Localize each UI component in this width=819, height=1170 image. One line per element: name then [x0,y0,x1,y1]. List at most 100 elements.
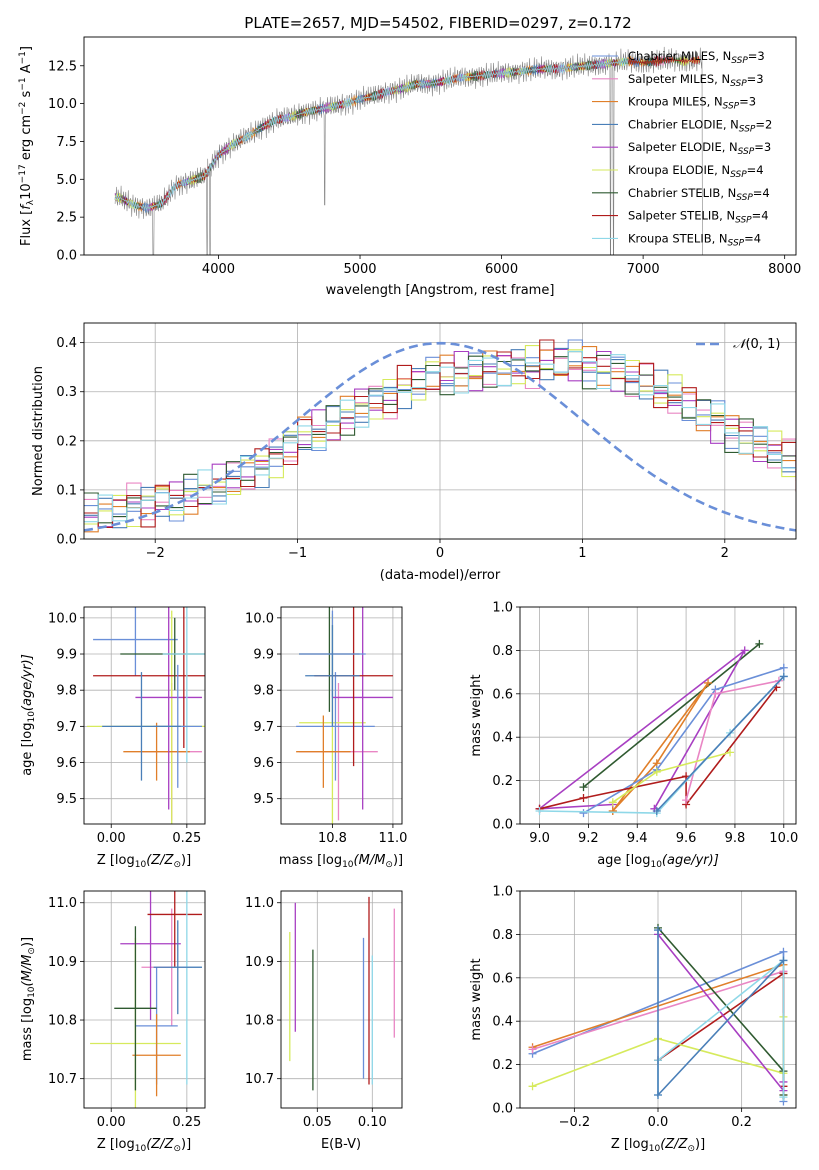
x-axis-label-part: 10 [649,1144,661,1154]
y-tick-label: 0.8 [492,928,513,943]
legend-label-part: Salpeter ELODIE, N [628,140,738,154]
y-tick-label: 7.5 [56,135,77,150]
y-tick-label: 0.0 [492,1102,513,1117]
x-tick-label: 7000 [627,262,660,277]
y-tick-label: 0.0 [56,533,77,548]
weight_vs_Z-series [528,923,788,1106]
y-tick-label: 10.7 [245,1072,274,1087]
y-tick-label: 9.7 [56,720,77,735]
y-axis-label-part: 10 [19,183,34,200]
y-tick-label: 11.0 [48,896,77,911]
y-tick-label: 0.4 [56,336,77,351]
x-axis-label-part: (Z/Z [660,1137,688,1152]
legend-label-part: SSP [738,147,755,157]
x-axis-label: Z [log10(Z/Z⊙)] [611,1137,705,1154]
legend-label-part: SSP [730,79,747,89]
y-tick-label: 9.6 [253,756,274,771]
mass_vs_ebv-series [289,896,395,1091]
y-axis-label-part: −17 [18,164,28,183]
weight_vs_Z-frame [519,890,797,1109]
histogram-step-line [84,350,796,523]
x-axis-label-part: (age/yr)] [662,853,719,868]
x-tick-label: 0.2 [731,1115,752,1130]
y-tick-label: 0.6 [492,687,513,702]
legend-label-part: =3 [754,140,771,154]
y-axis-label-part: 10 [27,711,37,723]
x-tick-label: 0.10 [358,1115,387,1130]
y-axis-label-part: ⊙ [27,947,37,955]
x-tick-label: 2 [721,546,729,561]
x-axis-label-part: (M/M [354,853,386,868]
series-marker [779,947,788,956]
y-tick-label: 10.0 [245,611,274,626]
series-line [656,675,785,812]
series-marker [579,809,588,818]
x-axis-label-part: Z [log [97,1137,135,1152]
legend-label: Kroupa STELIB, NSSP=4 [628,231,761,248]
y-tick-label: 0.4 [492,1015,513,1030]
legend-label-part: Kroupa STELIB, N [628,231,728,245]
y-tick-label: 12.5 [48,59,77,74]
series-marker [528,1082,537,1091]
y-axis-label-part: A [19,64,34,77]
series-marker [608,798,617,807]
x-tick-label: 0.00 [97,831,126,846]
series-marker [654,1090,662,1099]
y-tick-label: 9.7 [253,720,274,735]
y-tick-label: 2.5 [56,211,77,226]
y-tick-label: 0.0 [492,818,513,833]
x-tick-label: 8000 [768,262,801,277]
x-tick-label: 9.4 [627,831,648,846]
y-axis-label-part: )] [20,937,35,947]
age_vs_mass-axes: 10.8 11.0 9.5 9.6 9.7 9.8 9.9 10.0 [245,607,407,846]
x-tick-label: 4000 [202,262,235,277]
spectrum-model-line [114,57,629,211]
y-axis-label-part: mass [log [20,998,35,1061]
legend-label: Salpeter STELIB, NSSP=4 [628,209,769,226]
x-axis-label-part: 10 [135,1144,147,1154]
x-tick-label: 9.8 [725,831,746,846]
legend-label-part: =3 [747,72,764,86]
mass_vs_Z-series [90,891,202,1108]
series-marker [654,926,662,935]
legend-label: Salpeter ELODIE, NSSP=3 [628,140,771,157]
y-tick-label: 0.2 [492,1058,513,1073]
y-axis-label-part: erg cm [19,115,34,164]
mass_vs_Z-frame [83,890,206,1109]
x-axis-label-part: )] [181,1137,191,1152]
legend-label-part: =4 [744,231,761,245]
figure-title: PLATE=2657, MJD=54502, FIBERID=0297, z=0… [244,14,631,32]
y-axis-label: age [log10(age/yr)] [20,654,37,776]
x-axis-label-part: (Z/Z [146,853,174,868]
legend-label: 𝒩(0, 1) [733,337,780,352]
y-tick-label: 9.9 [253,648,274,663]
legend-label-part: =2 [755,117,772,131]
series-marker [535,806,544,815]
legend-label-part: Chabrier ELODIE, N [628,117,739,131]
x-axis-label-part: )] [695,1137,705,1152]
legend-label-part: SSP [728,238,745,248]
y-tick-label: 0.1 [56,483,77,498]
legend-label-part: SSP [739,124,756,134]
x-tick-label: −2 [146,546,165,561]
x-axis-label-part: )] [393,853,403,868]
y-tick-label: 10.0 [48,97,77,112]
y-tick-label: 0.0 [56,249,77,264]
legend-label-part: (0, 1) [745,337,780,352]
x-axis-label-part: mass [log [279,853,342,868]
y-axis-label-part: ] [19,46,34,51]
age_vs_Z-series [87,607,205,824]
x-axis-label-part: 10 [342,860,354,870]
x-tick-label: 11.0 [378,831,407,846]
histogram-frame [83,322,797,540]
series-marker [652,767,661,776]
y-axis-label: Normed distribution [31,366,46,496]
y-axis-label-part: f [19,203,34,210]
normal-curve [84,341,796,532]
x-axis-label-part: ⊙ [385,860,393,870]
legend-label-part: SSP [723,102,740,112]
x-tick-label: 0.0 [648,1115,669,1130]
legend-label: Chabrier ELODIE, NSSP=2 [628,117,772,134]
x-tick-label: 9.6 [676,831,697,846]
y-tick-label: 10.8 [245,1014,274,1029]
